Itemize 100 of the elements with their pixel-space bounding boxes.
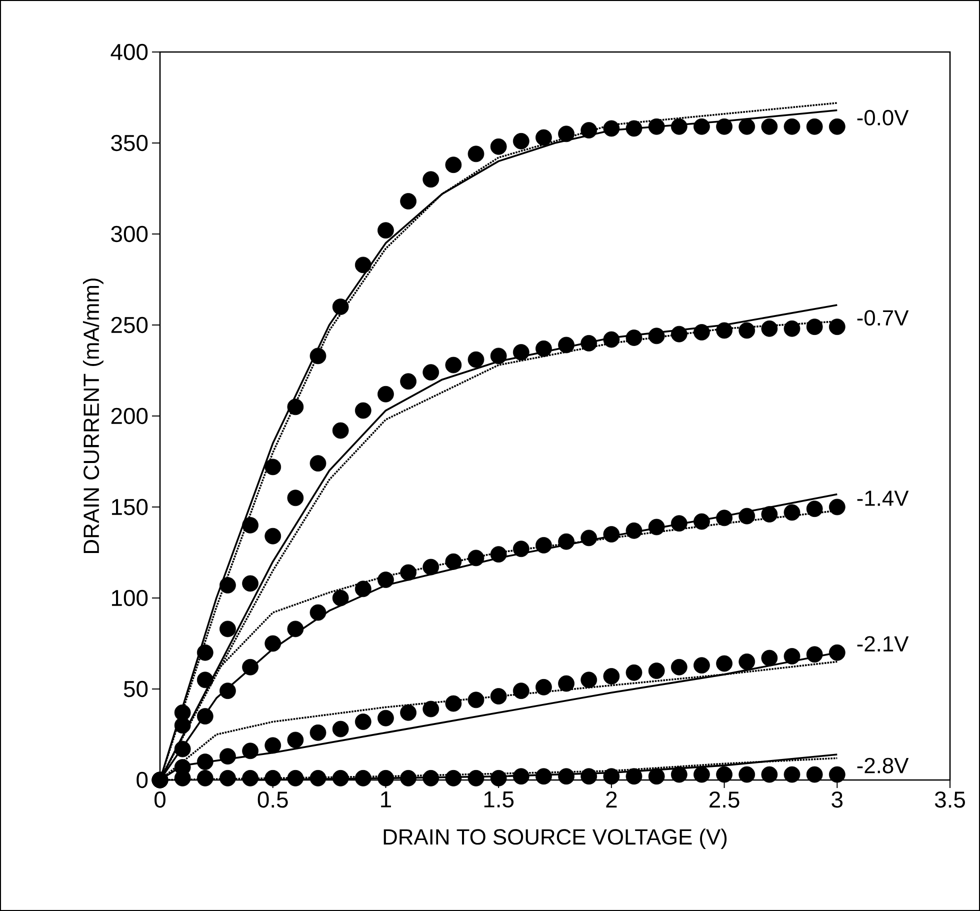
point — [603, 331, 620, 348]
point — [378, 222, 394, 239]
point — [512, 682, 530, 700]
point — [536, 129, 552, 146]
point — [784, 118, 800, 135]
point — [287, 620, 304, 638]
point — [196, 708, 214, 724]
point — [354, 770, 372, 786]
point — [400, 704, 416, 721]
point — [536, 678, 552, 696]
y-axis-title: DRAIN CURRENT (mA/mm) — [82, 278, 104, 554]
y-tick-label: 200 — [111, 408, 148, 424]
point — [536, 340, 552, 357]
point — [626, 330, 642, 346]
point — [580, 672, 598, 688]
point — [626, 522, 642, 539]
point — [378, 386, 394, 402]
point — [784, 766, 800, 783]
point — [536, 537, 552, 554]
point — [378, 572, 394, 588]
point — [694, 118, 710, 135]
point — [354, 580, 372, 598]
point — [422, 558, 440, 576]
point — [558, 675, 574, 692]
point — [716, 510, 732, 526]
point — [784, 504, 800, 521]
point — [512, 540, 530, 558]
series-label: -1.4V — [857, 490, 909, 506]
point — [220, 748, 236, 765]
point — [310, 770, 326, 786]
point — [242, 742, 258, 760]
point — [806, 766, 823, 783]
point — [310, 604, 326, 621]
point — [558, 768, 574, 785]
point — [264, 458, 282, 476]
point — [445, 695, 462, 712]
point — [264, 528, 282, 544]
point — [716, 322, 732, 339]
point — [468, 692, 484, 708]
point — [310, 724, 326, 741]
point — [445, 770, 462, 786]
point — [716, 766, 732, 783]
y-tick-label: 400 — [110, 44, 148, 60]
point — [378, 770, 394, 786]
point — [738, 322, 756, 339]
point — [400, 564, 416, 581]
point — [468, 146, 484, 162]
y-tick-label: 50 — [124, 680, 148, 698]
x-tick-label: 3.5 — [934, 792, 965, 808]
point — [196, 644, 214, 661]
point — [242, 575, 258, 592]
point — [738, 118, 756, 135]
point — [422, 171, 440, 188]
point — [242, 658, 258, 676]
point — [580, 334, 598, 352]
point — [806, 646, 823, 663]
x-tick-label: 1 — [381, 792, 391, 808]
y-tick-label: 350 — [111, 134, 148, 152]
point — [694, 324, 710, 340]
point — [196, 672, 214, 688]
point — [174, 717, 191, 734]
y-tick-label: 250 — [111, 316, 148, 334]
point — [648, 662, 665, 679]
point — [761, 766, 778, 783]
point — [287, 770, 304, 786]
point — [445, 553, 462, 570]
point — [694, 513, 710, 530]
point — [603, 768, 620, 785]
point — [828, 118, 846, 135]
point — [422, 700, 440, 718]
point — [626, 120, 642, 137]
point — [332, 422, 349, 439]
point — [400, 770, 416, 786]
y-tick-label: 0 — [136, 772, 148, 788]
point — [648, 328, 665, 344]
point — [220, 577, 236, 594]
point — [670, 326, 688, 342]
point — [738, 654, 756, 670]
point — [806, 118, 823, 135]
point — [196, 770, 214, 786]
point — [512, 344, 530, 360]
point — [694, 766, 710, 783]
point — [648, 118, 665, 135]
point — [354, 402, 372, 419]
point — [490, 138, 507, 155]
point — [648, 518, 665, 536]
point — [828, 498, 846, 516]
point — [694, 657, 710, 674]
point — [310, 455, 326, 472]
point — [490, 546, 507, 563]
point — [468, 770, 484, 786]
point — [264, 737, 282, 754]
series-label: -2.1V — [857, 636, 909, 652]
point — [738, 508, 756, 524]
point — [332, 298, 349, 315]
point — [558, 533, 574, 550]
x-tick-label: 1.5 — [484, 792, 514, 808]
point — [287, 490, 304, 506]
point — [468, 550, 484, 566]
point — [761, 650, 778, 666]
